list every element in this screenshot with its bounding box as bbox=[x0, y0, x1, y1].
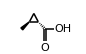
Text: O: O bbox=[41, 43, 49, 53]
Polygon shape bbox=[21, 22, 29, 30]
Text: OH: OH bbox=[55, 24, 72, 34]
